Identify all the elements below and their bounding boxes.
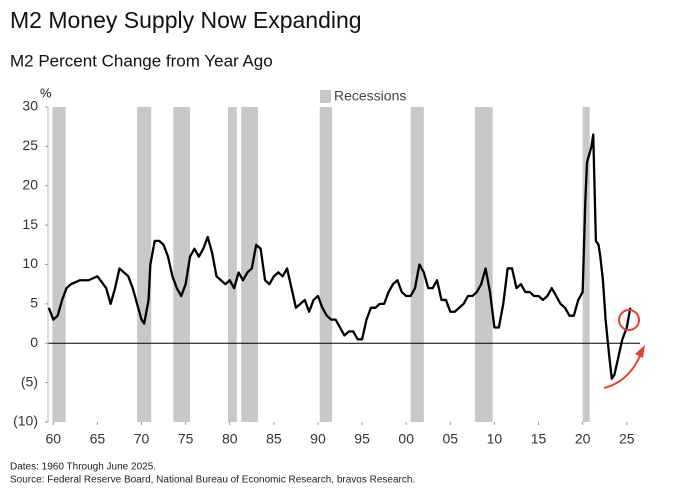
y-tick-label: 10 xyxy=(22,255,38,271)
y-tick-label: 15 xyxy=(22,216,38,232)
recession-band xyxy=(475,107,493,422)
footnote: Dates: 1960 Through June 2025. xyxy=(10,462,156,473)
arrow-head xyxy=(635,345,645,358)
x-tick-label: 85 xyxy=(266,431,282,447)
x-tick-label: 25 xyxy=(619,431,635,447)
recession-band xyxy=(173,107,191,422)
x-tick-label: 05 xyxy=(443,431,459,447)
x-tick-label: 90 xyxy=(310,431,326,447)
recession-band xyxy=(582,107,590,422)
x-tick-label: 10 xyxy=(487,431,503,447)
chart-title: M2 Money Supply Now Expanding xyxy=(10,7,362,33)
y-tick-label: (10) xyxy=(13,413,38,429)
y-tick-label: 0 xyxy=(30,334,38,350)
x-tick-label: 80 xyxy=(222,431,238,447)
x-tick-label: 15 xyxy=(531,431,547,447)
y-tick-label: 30 xyxy=(22,98,38,114)
x-tick-label: 00 xyxy=(398,431,414,447)
x-tick-label: 60 xyxy=(46,431,62,447)
trend-arrow xyxy=(603,355,641,389)
m2-line xyxy=(47,133,632,380)
y-axis-label: % xyxy=(40,85,52,100)
legend-label: Recessions xyxy=(334,88,406,104)
recession-band xyxy=(241,107,258,422)
y-tick-label: 5 xyxy=(30,295,38,311)
x-tick-label: 75 xyxy=(178,431,194,447)
legend-swatch xyxy=(320,90,331,103)
plot-area xyxy=(47,107,640,422)
chart-subtitle: M2 Percent Change from Year Ago xyxy=(10,51,273,70)
highlight-circle xyxy=(618,309,640,331)
x-tick-label: 20 xyxy=(575,431,591,447)
x-tick-label: 65 xyxy=(90,431,106,447)
recession-band xyxy=(410,107,424,422)
recession-band xyxy=(227,107,237,422)
x-tick-label: 70 xyxy=(134,431,150,447)
recession-band xyxy=(319,107,333,422)
y-tick-label: 25 xyxy=(22,137,38,153)
x-tick-label: 95 xyxy=(354,431,370,447)
footnote: Source: Federal Reserve Board, National … xyxy=(10,475,415,486)
recession-band xyxy=(137,107,152,422)
y-tick-label: 20 xyxy=(22,176,38,192)
recession-band xyxy=(52,107,66,422)
y-tick-label: (5) xyxy=(21,373,38,389)
